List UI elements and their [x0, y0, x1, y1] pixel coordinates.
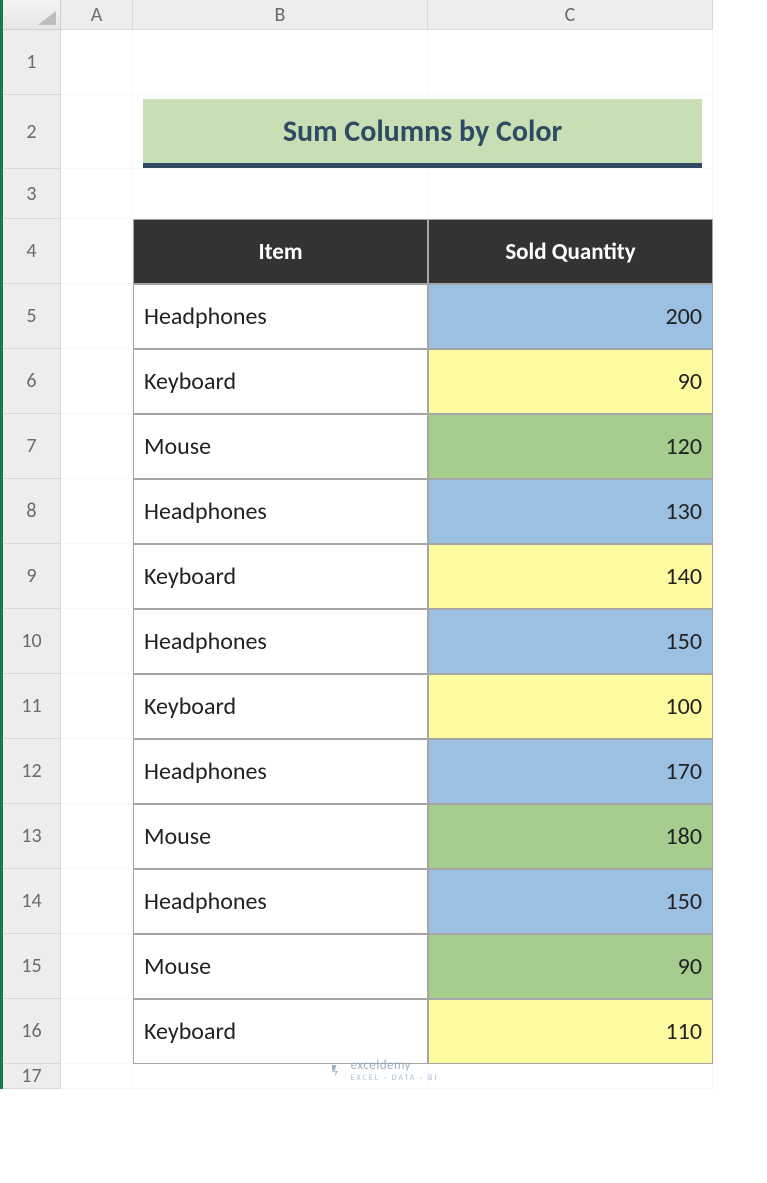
table-row-qty[interactable]: 140 — [428, 544, 713, 609]
cell-A2[interactable] — [61, 95, 133, 169]
table-row-item[interactable]: Headphones — [133, 869, 428, 934]
cell-B17[interactable] — [133, 1064, 428, 1089]
row-header-4[interactable]: 4 — [3, 219, 61, 284]
column-header-A[interactable]: A — [61, 0, 133, 30]
cell-B3[interactable] — [133, 169, 428, 219]
cell-A8[interactable] — [61, 479, 133, 544]
cell-A11[interactable] — [61, 674, 133, 739]
table-row-qty[interactable]: 180 — [428, 804, 713, 869]
cell-A16[interactable] — [61, 999, 133, 1064]
table-row-item[interactable]: Keyboard — [133, 349, 428, 414]
cell-A4[interactable] — [61, 219, 133, 284]
table-row-item[interactable]: Headphones — [133, 739, 428, 804]
row-header-10[interactable]: 10 — [3, 609, 61, 674]
cell-A7[interactable] — [61, 414, 133, 479]
table-row-item[interactable]: Mouse — [133, 804, 428, 869]
table-row-qty[interactable]: 100 — [428, 674, 713, 739]
cell-A13[interactable] — [61, 804, 133, 869]
row-header-2[interactable]: 2 — [3, 95, 61, 169]
table-row-qty[interactable]: 170 — [428, 739, 713, 804]
table-row-qty[interactable]: 150 — [428, 609, 713, 674]
table-row-qty[interactable]: 90 — [428, 934, 713, 999]
table-row-qty[interactable]: 110 — [428, 999, 713, 1064]
row-header-7[interactable]: 7 — [3, 414, 61, 479]
table-row-qty[interactable]: 200 — [428, 284, 713, 349]
cell-A15[interactable] — [61, 934, 133, 999]
row-header-12[interactable]: 12 — [3, 739, 61, 804]
row-header-16[interactable]: 16 — [3, 999, 61, 1064]
cell-A5[interactable] — [61, 284, 133, 349]
row-header-17[interactable]: 17 — [3, 1064, 61, 1089]
table-row-item[interactable]: Headphones — [133, 609, 428, 674]
table-header-qty[interactable]: Sold Quantity — [428, 219, 713, 284]
row-header-6[interactable]: 6 — [3, 349, 61, 414]
table-row-qty[interactable]: 130 — [428, 479, 713, 544]
cell-C17[interactable] — [428, 1064, 713, 1089]
cell-A9[interactable] — [61, 544, 133, 609]
row-header-13[interactable]: 13 — [3, 804, 61, 869]
cell-B1[interactable] — [133, 30, 428, 95]
select-all-corner[interactable] — [3, 0, 61, 30]
cell-A3[interactable] — [61, 169, 133, 219]
row-header-14[interactable]: 14 — [3, 869, 61, 934]
page-title: Sum Columns by Color — [143, 99, 702, 168]
table-row-item[interactable]: Headphones — [133, 284, 428, 349]
row-header-9[interactable]: 9 — [3, 544, 61, 609]
cell-A14[interactable] — [61, 869, 133, 934]
table-header-item[interactable]: Item — [133, 219, 428, 284]
cell-A1[interactable] — [61, 30, 133, 95]
row-header-11[interactable]: 11 — [3, 674, 61, 739]
table-row-item[interactable]: Headphones — [133, 479, 428, 544]
row-header-8[interactable]: 8 — [3, 479, 61, 544]
cell-C3[interactable] — [428, 169, 713, 219]
table-row-item[interactable]: Keyboard — [133, 544, 428, 609]
title-cell[interactable]: Sum Columns by Color — [133, 95, 713, 169]
cell-A6[interactable] — [61, 349, 133, 414]
table-row-qty[interactable]: 90 — [428, 349, 713, 414]
table-row-item[interactable]: Keyboard — [133, 999, 428, 1064]
row-header-1[interactable]: 1 — [3, 30, 61, 95]
cell-A10[interactable] — [61, 609, 133, 674]
row-header-15[interactable]: 15 — [3, 934, 61, 999]
cell-C1[interactable] — [428, 30, 713, 95]
cell-A12[interactable] — [61, 739, 133, 804]
table-row-qty[interactable]: 150 — [428, 869, 713, 934]
table-row-item[interactable]: Keyboard — [133, 674, 428, 739]
column-header-C[interactable]: C — [428, 0, 713, 30]
cell-A17[interactable] — [61, 1064, 133, 1089]
row-header-5[interactable]: 5 — [3, 284, 61, 349]
table-row-item[interactable]: Mouse — [133, 934, 428, 999]
column-header-B[interactable]: B — [133, 0, 428, 30]
table-row-qty[interactable]: 120 — [428, 414, 713, 479]
row-header-3[interactable]: 3 — [3, 169, 61, 219]
table-row-item[interactable]: Mouse — [133, 414, 428, 479]
